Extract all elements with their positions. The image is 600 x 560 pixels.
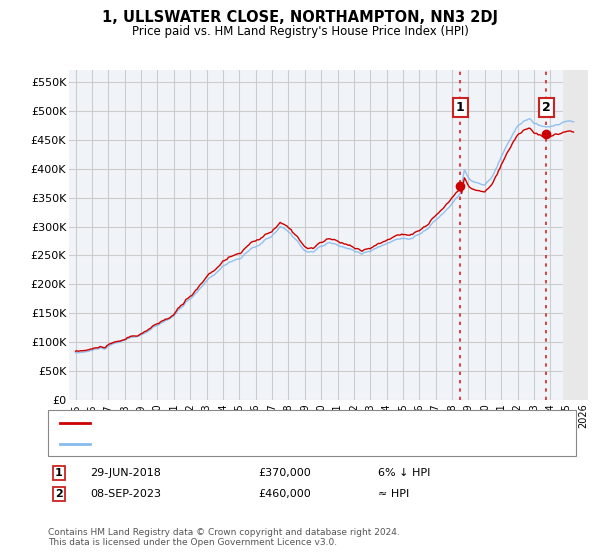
Text: 08-SEP-2023: 08-SEP-2023 — [90, 489, 161, 499]
Text: Contains HM Land Registry data © Crown copyright and database right 2024.
This d: Contains HM Land Registry data © Crown c… — [48, 528, 400, 547]
Text: 2: 2 — [542, 101, 551, 114]
Text: £460,000: £460,000 — [258, 489, 311, 499]
Text: ≈ HPI: ≈ HPI — [378, 489, 409, 499]
Text: 29-JUN-2018: 29-JUN-2018 — [90, 468, 161, 478]
Text: £370,000: £370,000 — [258, 468, 311, 478]
Text: Price paid vs. HM Land Registry's House Price Index (HPI): Price paid vs. HM Land Registry's House … — [131, 25, 469, 38]
Text: 1: 1 — [55, 468, 62, 478]
Text: HPI: Average price, detached house, West Northamptonshire: HPI: Average price, detached house, West… — [96, 438, 398, 449]
Text: 1, ULLSWATER CLOSE, NORTHAMPTON, NN3 2DJ: 1, ULLSWATER CLOSE, NORTHAMPTON, NN3 2DJ — [102, 10, 498, 25]
Bar — [563, 70, 588, 400]
Text: 2: 2 — [55, 489, 62, 499]
Text: 6% ↓ HPI: 6% ↓ HPI — [378, 468, 430, 478]
Text: 1: 1 — [456, 101, 464, 114]
Text: 1, ULLSWATER CLOSE, NORTHAMPTON, NN3 2DJ (detached house): 1, ULLSWATER CLOSE, NORTHAMPTON, NN3 2DJ… — [96, 418, 426, 428]
